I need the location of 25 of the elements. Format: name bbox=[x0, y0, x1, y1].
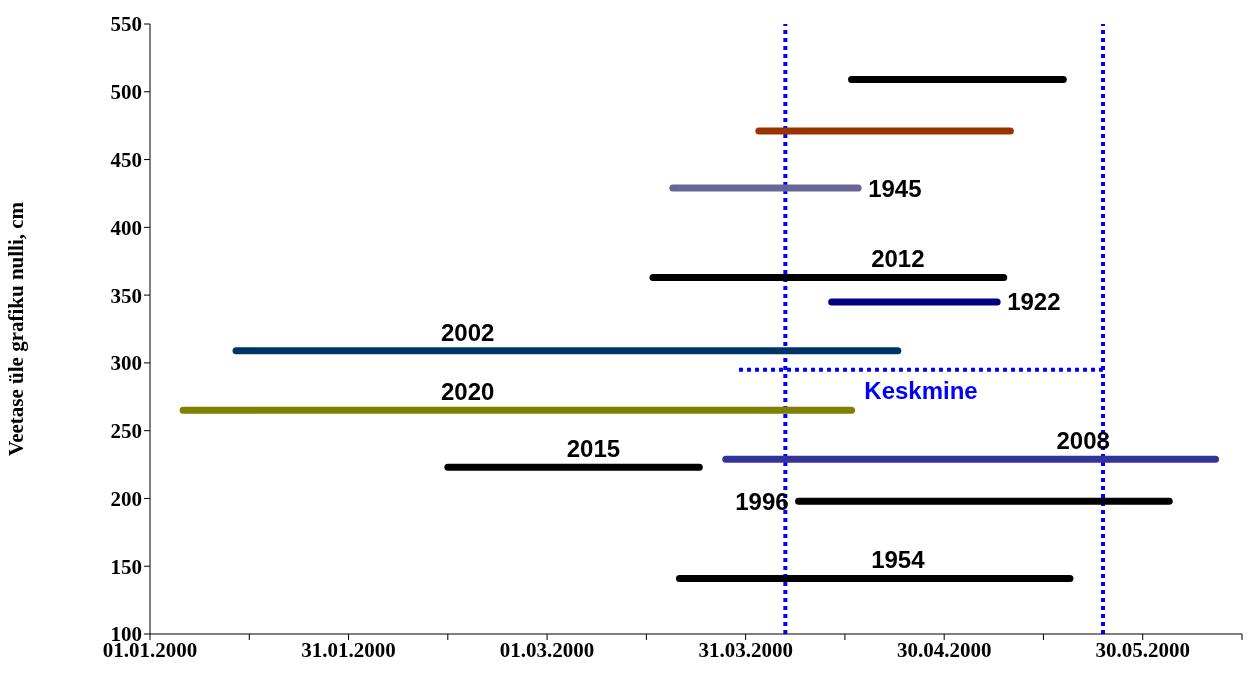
x-tick-label: 31.01.2000 bbox=[301, 637, 396, 662]
y-tick-label: 200 bbox=[110, 486, 142, 511]
x-tick-label: 30.05.2000 bbox=[1095, 637, 1190, 662]
annotation: 2002 bbox=[440, 318, 495, 346]
y-tick-label: 150 bbox=[110, 554, 142, 579]
series-label: Keskmine bbox=[864, 376, 978, 404]
y-tick-label: 400 bbox=[110, 215, 142, 240]
y-tick-label: 500 bbox=[110, 80, 142, 105]
y-tick-label: 450 bbox=[110, 148, 142, 173]
annotation: 2020 bbox=[440, 378, 495, 406]
x-tick-label: 30.04.2000 bbox=[896, 637, 992, 662]
y-axis-title: Veetase üle grafiku nulli, cm bbox=[4, 201, 29, 457]
annotation: 2012 bbox=[871, 245, 925, 273]
y-tick-label: 300 bbox=[110, 351, 142, 376]
annotation: 2015 bbox=[566, 435, 621, 463]
y-tick-label: 250 bbox=[110, 419, 142, 444]
y-tick-label: 350 bbox=[110, 283, 142, 308]
annotation: 1996 bbox=[735, 487, 789, 515]
annotation: 2008 bbox=[1056, 427, 1110, 455]
annotation: 1954 bbox=[871, 546, 926, 574]
annotation: 1922 bbox=[1007, 288, 1061, 316]
annotation: 1945 bbox=[868, 174, 922, 202]
y-tick-label: 550 bbox=[110, 12, 142, 37]
x-tick-label: 31.03.2000 bbox=[698, 637, 793, 662]
x-tick-label: 01.03.2000 bbox=[499, 637, 595, 662]
